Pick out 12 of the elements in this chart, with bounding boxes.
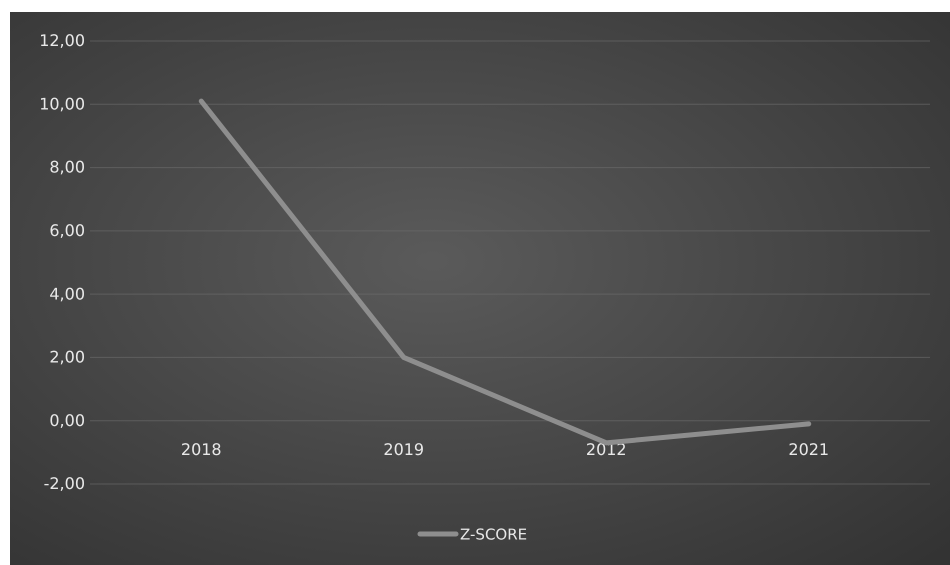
y-tick-label: 12,00 — [39, 31, 85, 50]
legend-label: Z-SCORE — [460, 525, 528, 544]
y-tick-label: -2,00 — [44, 474, 85, 494]
y-tick-label: 2,00 — [49, 348, 85, 367]
y-tick-label: 4,00 — [49, 284, 85, 304]
y-tick-label: 8,00 — [49, 158, 85, 177]
x-tick-label: 2021 — [788, 440, 830, 460]
y-tick-label: 10,00 — [39, 94, 85, 114]
x-tick-label: 2019 — [383, 440, 424, 460]
y-tick-label: 0,00 — [49, 410, 85, 430]
x-tick-label: 2018 — [180, 440, 222, 460]
y-tick-label: 6,00 — [49, 220, 85, 240]
